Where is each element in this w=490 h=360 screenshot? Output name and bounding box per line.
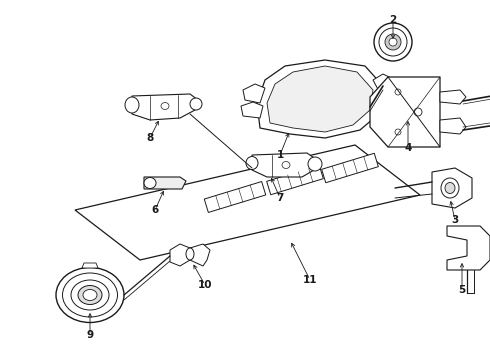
Ellipse shape [190, 98, 202, 110]
Polygon shape [144, 177, 186, 189]
Ellipse shape [389, 38, 397, 46]
Text: 11: 11 [303, 275, 317, 285]
Polygon shape [440, 118, 466, 134]
Polygon shape [243, 84, 265, 103]
Ellipse shape [282, 162, 290, 168]
Polygon shape [257, 60, 383, 138]
Ellipse shape [385, 34, 401, 50]
Polygon shape [132, 94, 198, 120]
Text: 7: 7 [276, 193, 284, 203]
Ellipse shape [125, 97, 139, 113]
Ellipse shape [71, 280, 109, 310]
Ellipse shape [186, 248, 194, 260]
Text: 8: 8 [147, 133, 154, 143]
Ellipse shape [379, 28, 407, 56]
Polygon shape [75, 145, 420, 260]
Polygon shape [267, 165, 323, 195]
Ellipse shape [308, 157, 322, 171]
Ellipse shape [161, 103, 169, 109]
Polygon shape [241, 102, 263, 118]
Polygon shape [321, 153, 378, 183]
Text: 9: 9 [86, 330, 94, 340]
Polygon shape [440, 90, 466, 104]
Polygon shape [190, 244, 210, 266]
Ellipse shape [246, 157, 258, 170]
Ellipse shape [144, 177, 156, 189]
Ellipse shape [395, 89, 401, 95]
Text: 3: 3 [451, 215, 459, 225]
Ellipse shape [395, 129, 401, 135]
Ellipse shape [445, 183, 455, 194]
Polygon shape [370, 77, 440, 147]
Polygon shape [373, 74, 395, 93]
Text: 6: 6 [151, 205, 159, 215]
Polygon shape [204, 181, 266, 212]
Ellipse shape [441, 178, 459, 198]
Polygon shape [82, 263, 98, 268]
Ellipse shape [414, 108, 422, 116]
Text: 4: 4 [404, 143, 412, 153]
Text: 2: 2 [390, 15, 396, 25]
Ellipse shape [374, 23, 412, 61]
Ellipse shape [83, 289, 97, 301]
Text: 10: 10 [198, 280, 212, 290]
Polygon shape [432, 168, 472, 208]
Polygon shape [267, 66, 373, 132]
Ellipse shape [56, 267, 124, 323]
Polygon shape [170, 244, 190, 266]
Ellipse shape [78, 285, 102, 305]
Text: 1: 1 [276, 150, 284, 160]
Text: 5: 5 [458, 285, 466, 295]
Polygon shape [252, 153, 317, 177]
Polygon shape [447, 226, 490, 270]
Ellipse shape [63, 273, 118, 317]
